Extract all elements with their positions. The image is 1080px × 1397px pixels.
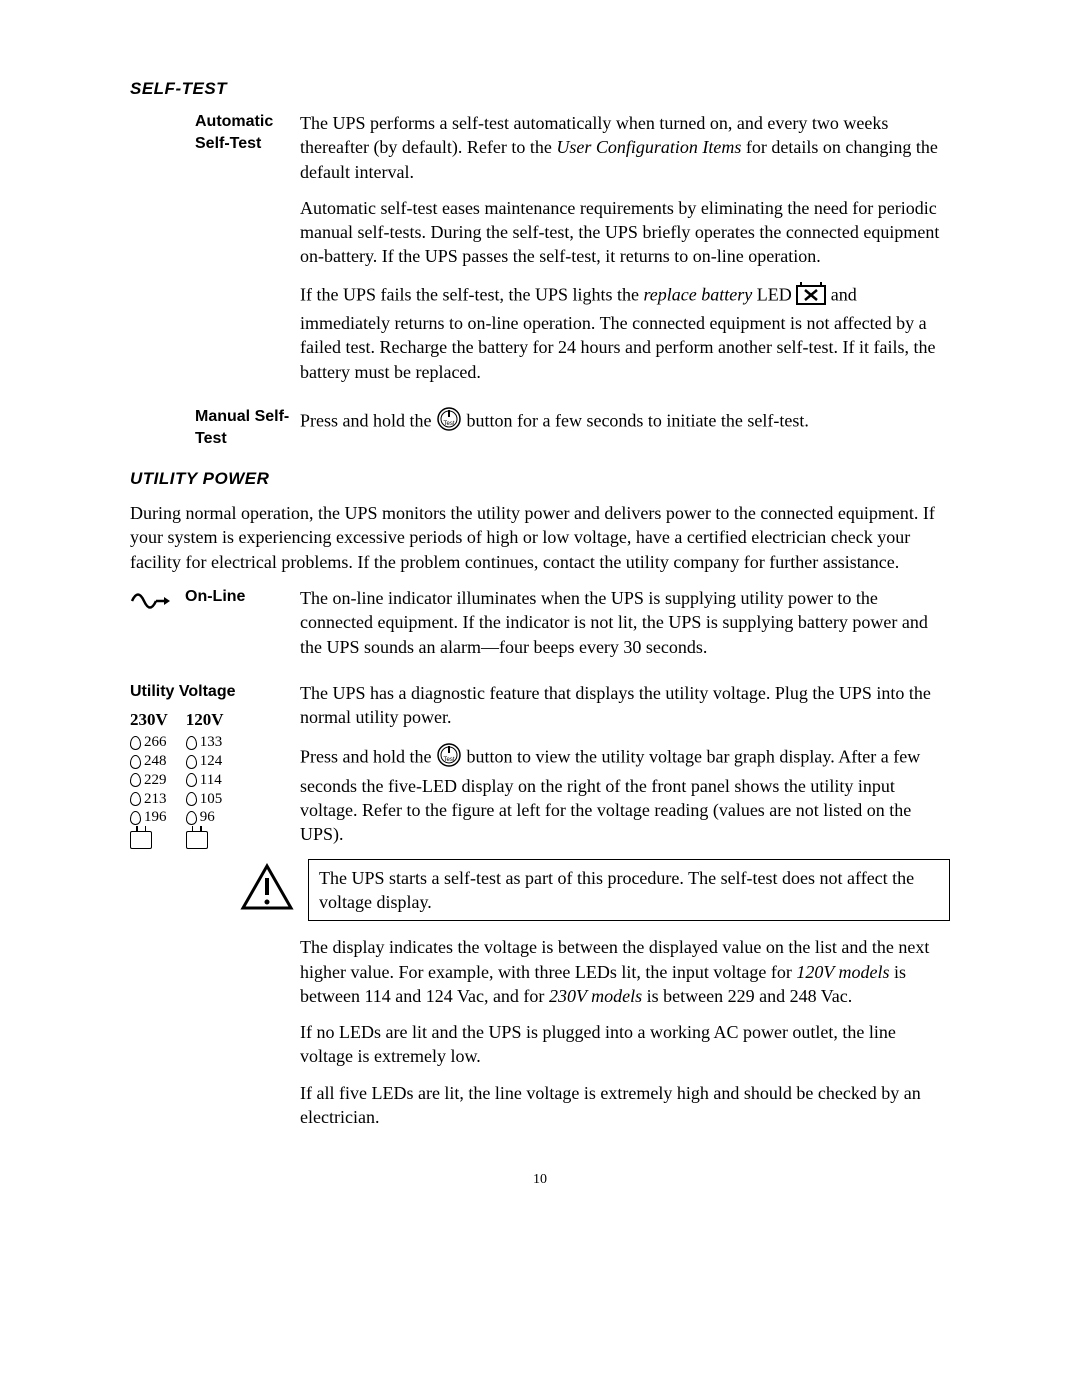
led-icon bbox=[130, 736, 141, 750]
utility-voltage-columns: 230V 266 248 229 213 196 120V 133 124 11… bbox=[130, 709, 300, 850]
on-line-body: The on-line indicator illuminates when t… bbox=[300, 586, 950, 671]
on-line-row: On-Line The on-line indicator illuminate… bbox=[130, 586, 950, 671]
uv-120-header: 120V bbox=[186, 709, 224, 732]
warning-icon bbox=[240, 863, 294, 917]
uv-120-2: 114 bbox=[186, 771, 224, 790]
manual-self-test-body: Press and hold the Test button for a few… bbox=[300, 406, 950, 450]
replace-battery-em: replace battery bbox=[643, 284, 752, 304]
utility-power-intro: During normal operation, the UPS monitor… bbox=[130, 501, 950, 574]
uv-p3-em2: 230V models bbox=[549, 986, 642, 1006]
utility-voltage-title: Utility Voltage bbox=[130, 681, 300, 703]
uv-note-box: The UPS starts a self-test as part of th… bbox=[308, 859, 950, 922]
on-line-icon bbox=[130, 586, 185, 622]
uv-p1: The UPS has a diagnostic feature that di… bbox=[300, 681, 950, 730]
replace-battery-icon bbox=[796, 281, 826, 311]
led-icon bbox=[130, 773, 141, 787]
plug-icon bbox=[186, 831, 208, 849]
utility-voltage-left: Utility Voltage 230V 266 248 229 213 196… bbox=[130, 681, 300, 849]
svg-text:Test: Test bbox=[443, 421, 454, 427]
uv-120-0: 133 bbox=[186, 733, 224, 752]
uv-230-2: 229 bbox=[130, 771, 168, 790]
on-line-label: On-Line bbox=[185, 586, 300, 608]
uv-p4: If no LEDs are lit and the UPS is plugge… bbox=[300, 1020, 950, 1069]
auto-p2: Automatic self-test eases maintenance re… bbox=[300, 196, 950, 269]
automatic-self-test-label: Automatic Self-Test bbox=[130, 111, 300, 154]
utility-power-heading: UTILITY POWER bbox=[130, 468, 950, 491]
automatic-self-test-body: The UPS performs a self-test automatical… bbox=[300, 111, 950, 396]
manual-self-test-row: Manual Self-Test Press and hold the Test… bbox=[130, 406, 950, 450]
led-icon bbox=[186, 755, 197, 769]
page-number: 10 bbox=[130, 1171, 950, 1190]
uv-120-4: 96 bbox=[186, 808, 224, 827]
uv-p3: The display indicates the voltage is bet… bbox=[300, 935, 950, 1008]
uv-230-1: 248 bbox=[130, 752, 168, 771]
user-config-items-em: User Configuration Items bbox=[556, 137, 741, 157]
led-icon bbox=[186, 792, 197, 806]
uv-col-120: 120V 133 124 114 105 96 bbox=[186, 709, 224, 850]
led-icon bbox=[130, 792, 141, 806]
uv-230-header: 230V bbox=[130, 709, 168, 732]
led-icon bbox=[186, 773, 197, 787]
manual-self-test-label: Manual Self-Test bbox=[130, 406, 300, 449]
manual-p1b: button for a few seconds to initiate the… bbox=[466, 410, 808, 430]
self-test-heading: SELF-TEST bbox=[130, 78, 950, 101]
uv-note-row: The UPS starts a self-test as part of th… bbox=[240, 859, 950, 922]
test-button-icon: Test bbox=[436, 742, 462, 774]
uv-230-0: 266 bbox=[130, 733, 168, 752]
plug-icon bbox=[130, 831, 152, 849]
auto-p1: The UPS performs a self-test automatical… bbox=[300, 111, 950, 184]
auto-p3a: If the UPS fails the self-test, the UPS … bbox=[300, 284, 643, 304]
manual-p1: Press and hold the Test button for a few… bbox=[300, 406, 950, 438]
uv-p5: If all five LEDs are lit, the line volta… bbox=[300, 1081, 950, 1130]
uv-p3c: is between 229 and 248 Vac. bbox=[642, 986, 852, 1006]
svg-text:Test: Test bbox=[443, 757, 454, 763]
uv-p2: Press and hold the Test button to view t… bbox=[300, 742, 950, 847]
document-page: SELF-TEST Automatic Self-Test The UPS pe… bbox=[0, 0, 1080, 1250]
led-icon bbox=[186, 811, 197, 825]
manual-p1a: Press and hold the bbox=[300, 410, 436, 430]
uv-col-230: 230V 266 248 229 213 196 bbox=[130, 709, 168, 850]
uv-p3-em1: 120V models bbox=[796, 962, 889, 982]
test-button-icon: Test bbox=[436, 406, 462, 438]
utility-voltage-right: The UPS has a diagnostic feature that di… bbox=[300, 681, 950, 1141]
auto-p3: If the UPS fails the self-test, the UPS … bbox=[300, 281, 950, 384]
led-icon bbox=[130, 755, 141, 769]
uv-120-1: 124 bbox=[186, 752, 224, 771]
uv-120-3: 105 bbox=[186, 790, 224, 809]
auto-p3b: LED bbox=[752, 284, 796, 304]
uv-p2a: Press and hold the bbox=[300, 746, 436, 766]
led-icon bbox=[130, 811, 141, 825]
uv-230-3: 213 bbox=[130, 790, 168, 809]
on-line-p1: The on-line indicator illuminates when t… bbox=[300, 586, 950, 659]
automatic-self-test-row: Automatic Self-Test The UPS performs a s… bbox=[130, 111, 950, 396]
led-icon bbox=[186, 736, 197, 750]
utility-voltage-block: Utility Voltage 230V 266 248 229 213 196… bbox=[130, 681, 950, 1141]
uv-230-4: 196 bbox=[130, 808, 168, 827]
